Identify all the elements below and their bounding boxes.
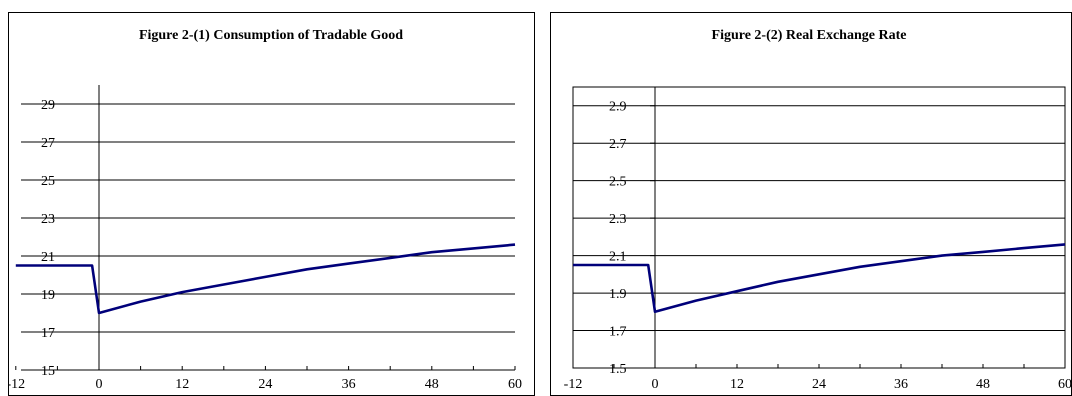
y-tick-label: 1.9 bbox=[609, 287, 627, 302]
y-tick-label: 25 bbox=[41, 174, 55, 189]
x-tick-label: 60 bbox=[508, 377, 522, 392]
series-line bbox=[573, 243, 1066, 314]
x-tick-label: 36 bbox=[342, 377, 356, 392]
y-tick-label: 2.9 bbox=[609, 100, 627, 115]
x-tick-label: 48 bbox=[976, 377, 990, 392]
x-tick-label: -12 bbox=[9, 377, 25, 392]
chart-title: Figure 2-(1) Consumption of Tradable Goo… bbox=[139, 28, 403, 43]
y-tick-label: 2.7 bbox=[609, 137, 627, 152]
chart-panel-consumption: Figure 2-(1) Consumption of Tradable Goo… bbox=[8, 12, 535, 396]
y-tick-label: 2.1 bbox=[609, 250, 627, 265]
y-tick-label: 19 bbox=[41, 288, 55, 303]
y-tick-label: 1.5 bbox=[609, 362, 627, 377]
y-tick-label: 21 bbox=[41, 250, 55, 265]
x-tick-label: 12 bbox=[175, 377, 189, 392]
x-tick-label: 36 bbox=[894, 377, 908, 392]
y-tick-label: 29 bbox=[41, 98, 55, 113]
series-line bbox=[15, 243, 516, 315]
y-tick-label: 1.7 bbox=[609, 325, 627, 340]
x-tick-label: 24 bbox=[812, 377, 826, 392]
x-tick-label: 12 bbox=[730, 377, 744, 392]
exchange-rate-chart: Figure 2-(2) Real Exchange Rate 1.5 1.7 1.9… bbox=[564, 28, 1071, 392]
y-tick-label: 27 bbox=[41, 136, 55, 151]
x-tick-label: 0 bbox=[652, 377, 659, 392]
y-tick-label: 17 bbox=[41, 326, 55, 341]
y-tick-label: 2.5 bbox=[609, 175, 627, 190]
y-tick-label: 15 bbox=[41, 364, 55, 379]
y-tick-label: 2.3 bbox=[609, 212, 627, 227]
x-tick-label: 24 bbox=[258, 377, 272, 392]
x-tick-label: 60 bbox=[1058, 377, 1071, 392]
chart-title: Figure 2-(2) Real Exchange Rate bbox=[712, 28, 907, 43]
x-tick-label: 0 bbox=[96, 377, 103, 392]
x-tick-label: 48 bbox=[425, 377, 439, 392]
chart-panel-exchange-rate: Figure 2-(2) Real Exchange Rate 1.5 1.7 1.9… bbox=[550, 12, 1072, 396]
x-tick-label: -12 bbox=[564, 377, 583, 392]
y-tick-label: 23 bbox=[41, 212, 55, 227]
plot-area-frame bbox=[572, 86, 1066, 369]
consumption-chart: Figure 2-(1) Consumption of Tradable Goo… bbox=[9, 28, 522, 392]
